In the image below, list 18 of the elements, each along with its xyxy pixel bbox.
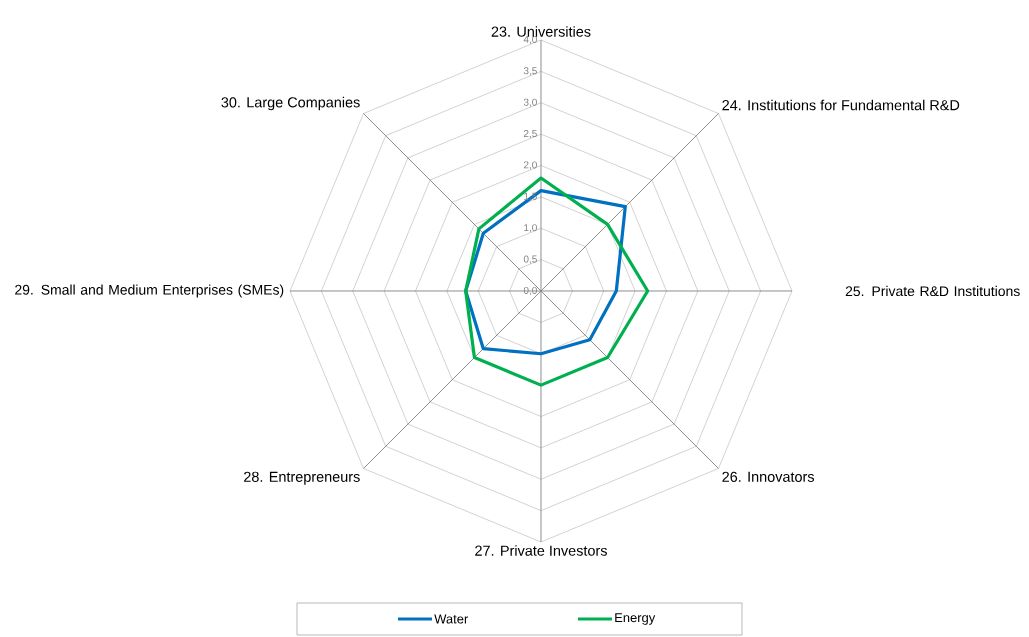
spoke-label: 29. Small and Medium Enterprises (SMEs) (15, 284, 284, 298)
y-tick-label: 2,0 (523, 161, 537, 170)
spoke-label: 24. Institutions for Fundamental R&D (722, 99, 960, 111)
y-tick-label: 0,5 (523, 255, 537, 264)
spoke-label: 28. Entrepreneurs (244, 471, 360, 485)
spoke-label: 25. Private R&D Institutions (845, 285, 1020, 297)
spoke-label: 26. Innovators (722, 471, 815, 482)
spoke-label: 30. Large Companies (221, 96, 360, 111)
legend-label: Energy (615, 613, 656, 625)
y-tick-label: 1,0 (524, 224, 537, 233)
y-tick-label: 2,5 (523, 130, 537, 139)
spoke-label: 27. Private Investors (475, 545, 607, 556)
y-tick-label: 3,5 (523, 67, 537, 76)
y-tick-label: 4,0 (523, 35, 537, 45)
y-tick-label: 0,0 (523, 286, 537, 296)
spoke-label: 23. Universities (491, 26, 591, 37)
y-tick-label: 3,0 (523, 98, 537, 107)
legend-label: Water (434, 614, 469, 624)
